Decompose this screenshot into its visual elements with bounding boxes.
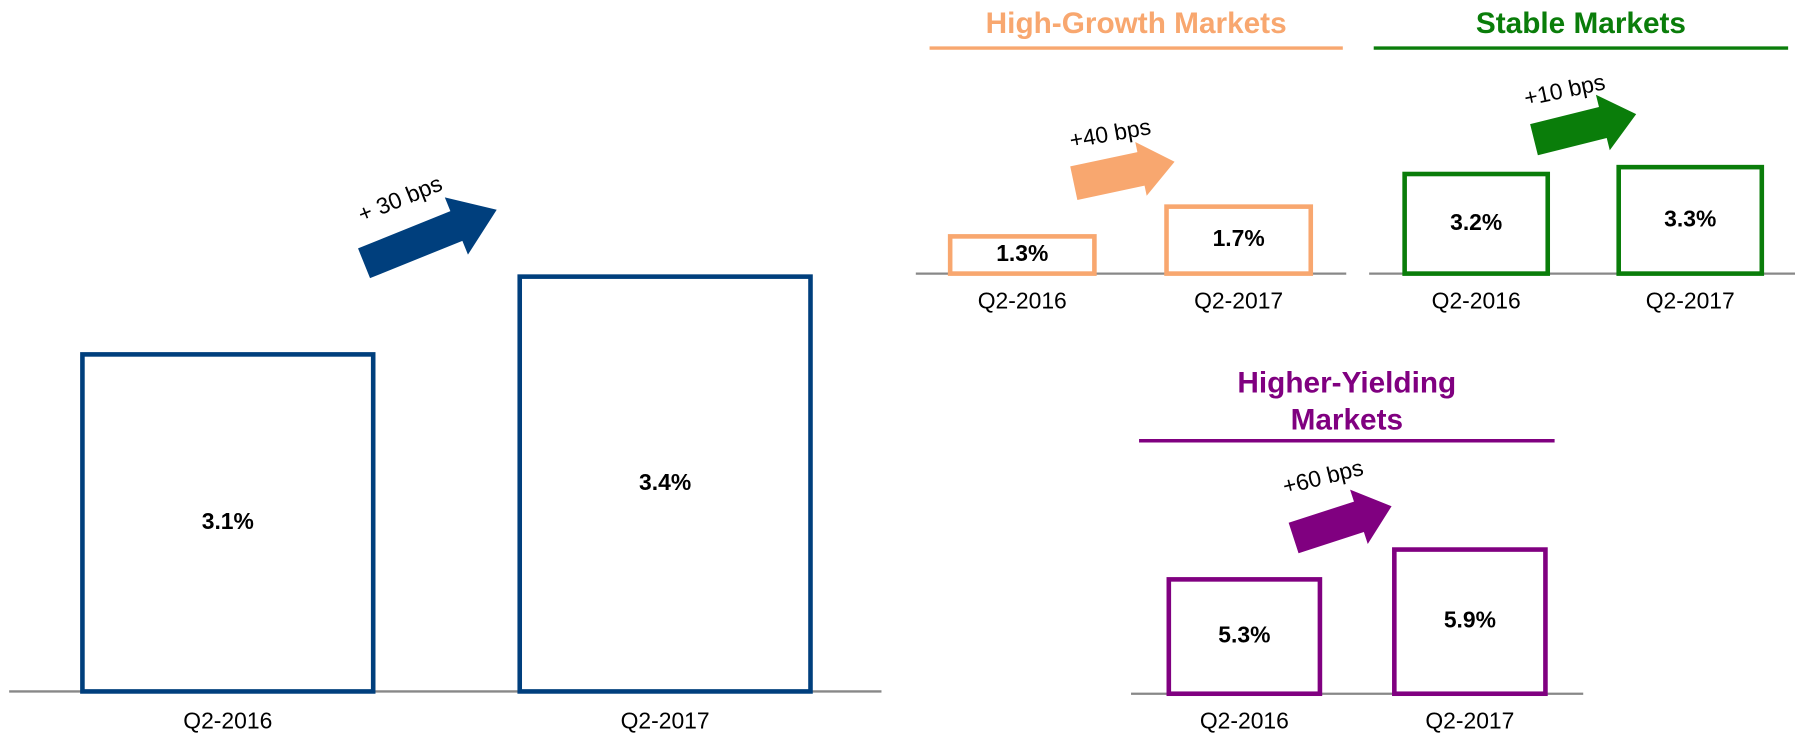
x-tick-label: Q2-2016 [183,707,272,733]
arrow [1530,94,1637,156]
bar [1616,164,1765,276]
value-label: 3.2% [1450,209,1502,235]
bar [1392,547,1548,697]
value-label: 3.4% [639,469,691,495]
bar [517,274,813,694]
value-label: 1.3% [996,240,1048,266]
x-tick-label: Q2-2017 [1194,287,1283,313]
chart-title: High-Growth Markets [985,5,1287,41]
bar [1402,171,1551,276]
x-tick-label: Q2-2016 [1200,707,1289,733]
value-label: 3.3% [1664,205,1716,231]
chart-title: Higher-Yielding Markets [1237,365,1457,437]
bar [1166,577,1323,697]
value-label: 5.3% [1218,622,1270,648]
value-label: 5.9% [1444,607,1496,633]
x-tick-label: Q2-2017 [1425,707,1514,733]
bar [1164,204,1314,276]
arrow [1070,142,1175,200]
x-tick-label: Q2-2017 [621,707,710,733]
value-label: 1.7% [1213,225,1265,251]
arrow [358,197,497,279]
x-tick-label: Q2-2016 [1432,287,1521,313]
x-tick-label: Q2-2016 [978,287,1067,313]
bar [947,234,1097,276]
annotation: +10 bps [1522,68,1608,110]
chart-title: Stable Markets [1475,5,1686,41]
value-label: 3.1% [202,508,254,534]
x-tick-label: Q2-2017 [1646,287,1735,313]
bar [80,352,376,694]
arrow [1288,489,1392,554]
